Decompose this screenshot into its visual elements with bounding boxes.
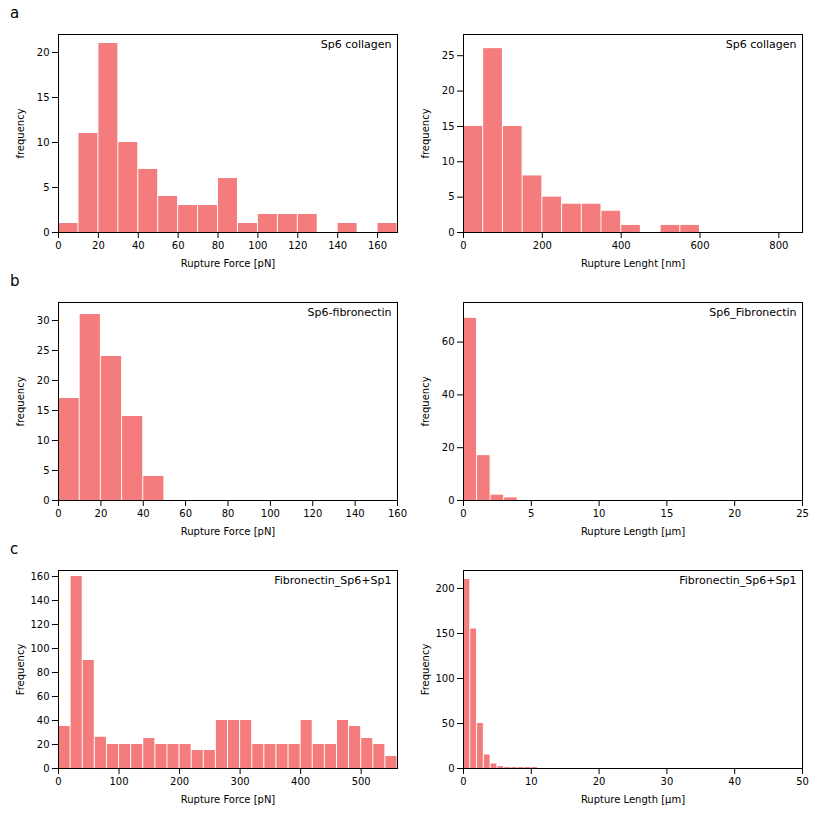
svg-text:0: 0: [55, 508, 61, 519]
svg-text:15: 15: [37, 92, 50, 103]
svg-text:Rupture Force [pN]: Rupture Force [pN]: [181, 794, 276, 805]
svg-text:Sp6-fibronectin: Sp6-fibronectin: [308, 306, 392, 319]
svg-text:15: 15: [37, 405, 50, 416]
svg-text:20: 20: [92, 240, 105, 251]
svg-text:120: 120: [288, 240, 307, 251]
svg-text:Sp6_Fibronectin: Sp6_Fibronectin: [709, 306, 796, 319]
svg-text:20: 20: [593, 776, 606, 787]
svg-text:0: 0: [55, 776, 61, 787]
svg-text:80: 80: [222, 508, 235, 519]
svg-text:140: 140: [30, 595, 49, 606]
svg-text:20: 20: [37, 47, 50, 58]
svg-text:5: 5: [448, 191, 454, 202]
svg-text:Frequency: Frequency: [420, 644, 431, 696]
svg-text:800: 800: [769, 240, 788, 251]
svg-text:120: 120: [303, 508, 322, 519]
svg-text:100: 100: [30, 643, 49, 654]
svg-text:25: 25: [37, 345, 50, 356]
svg-text:0: 0: [460, 776, 466, 787]
svg-text:400: 400: [612, 240, 631, 251]
svg-text:40: 40: [137, 508, 150, 519]
svg-text:120: 120: [30, 619, 49, 630]
svg-text:Fibronectin_Sp6+Sp1: Fibronectin_Sp6+Sp1: [679, 574, 796, 587]
html-text:b: b: [10, 272, 20, 290]
svg-text:100: 100: [435, 673, 454, 684]
svg-text:Rupture Lenght [nm]: Rupture Lenght [nm]: [581, 258, 685, 269]
svg-text:20: 20: [95, 508, 108, 519]
svg-text:400: 400: [291, 776, 310, 787]
svg-text:10: 10: [37, 435, 50, 446]
svg-text:Fibronectin_Sp6+Sp1: Fibronectin_Sp6+Sp1: [274, 574, 391, 587]
svg-text:100: 100: [261, 508, 280, 519]
html-text:c: c: [10, 540, 19, 558]
svg-text:100: 100: [248, 240, 267, 251]
svg-text:500: 500: [352, 776, 371, 787]
svg-text:20: 20: [442, 442, 455, 453]
html-text:a: a: [10, 4, 20, 22]
svg-text:frequency: frequency: [15, 376, 26, 426]
svg-text:160: 160: [368, 240, 387, 251]
svg-text:0: 0: [460, 240, 466, 251]
svg-text:60: 60: [37, 691, 50, 702]
svg-text:140: 140: [346, 508, 365, 519]
svg-text:0: 0: [43, 763, 49, 774]
svg-text:100: 100: [109, 776, 128, 787]
svg-text:50: 50: [796, 776, 809, 787]
svg-text:160: 160: [30, 571, 49, 582]
svg-text:10: 10: [37, 137, 50, 148]
svg-text:40: 40: [728, 776, 741, 787]
svg-text:0: 0: [448, 495, 454, 506]
svg-text:200: 200: [533, 240, 552, 251]
svg-text:200: 200: [435, 583, 454, 594]
svg-text:10: 10: [442, 156, 455, 167]
svg-text:Frequency: Frequency: [15, 644, 26, 696]
svg-text:15: 15: [442, 121, 455, 132]
svg-text:200: 200: [170, 776, 189, 787]
svg-text:0: 0: [43, 227, 49, 238]
svg-text:40: 40: [442, 389, 455, 400]
svg-text:20: 20: [37, 375, 50, 386]
svg-text:Rupture Force [pN]: Rupture Force [pN]: [181, 526, 276, 537]
svg-text:10: 10: [593, 508, 606, 519]
svg-text:5: 5: [43, 465, 49, 476]
svg-text:0: 0: [448, 763, 454, 774]
svg-text:300: 300: [231, 776, 250, 787]
svg-text:40: 40: [37, 715, 50, 726]
svg-text:40: 40: [132, 240, 145, 251]
svg-text:60: 60: [442, 336, 455, 347]
svg-text:Sp6 collagen: Sp6 collagen: [321, 38, 392, 51]
svg-text:160: 160: [388, 508, 407, 519]
svg-text:150: 150: [435, 628, 454, 639]
svg-text:Sp6 collagen: Sp6 collagen: [726, 38, 797, 51]
svg-text:25: 25: [796, 508, 809, 519]
svg-text:Rupture Length [μm]: Rupture Length [μm]: [581, 526, 685, 537]
svg-text:0: 0: [55, 240, 61, 251]
svg-text:frequency: frequency: [420, 376, 431, 426]
svg-text:20: 20: [728, 508, 741, 519]
svg-text:10: 10: [525, 776, 538, 787]
svg-text:Rupture Length [μm]: Rupture Length [μm]: [581, 794, 685, 805]
svg-text:5: 5: [43, 182, 49, 193]
svg-text:0: 0: [43, 495, 49, 506]
svg-text:50: 50: [442, 718, 455, 729]
svg-text:140: 140: [328, 240, 347, 251]
svg-text:Rupture Force [pN]: Rupture Force [pN]: [181, 258, 276, 269]
svg-text:20: 20: [442, 85, 455, 96]
svg-text:80: 80: [212, 240, 225, 251]
svg-text:60: 60: [179, 508, 192, 519]
svg-text:30: 30: [37, 315, 50, 326]
svg-text:0: 0: [448, 227, 454, 238]
svg-text:80: 80: [37, 667, 50, 678]
svg-text:30: 30: [661, 776, 674, 787]
svg-text:frequency: frequency: [420, 108, 431, 158]
svg-text:0: 0: [460, 508, 466, 519]
svg-text:frequency: frequency: [15, 108, 26, 158]
svg-text:60: 60: [172, 240, 185, 251]
svg-text:25: 25: [442, 50, 455, 61]
svg-text:15: 15: [661, 508, 674, 519]
svg-text:5: 5: [528, 508, 534, 519]
svg-text:20: 20: [37, 739, 50, 750]
svg-text:600: 600: [690, 240, 709, 251]
